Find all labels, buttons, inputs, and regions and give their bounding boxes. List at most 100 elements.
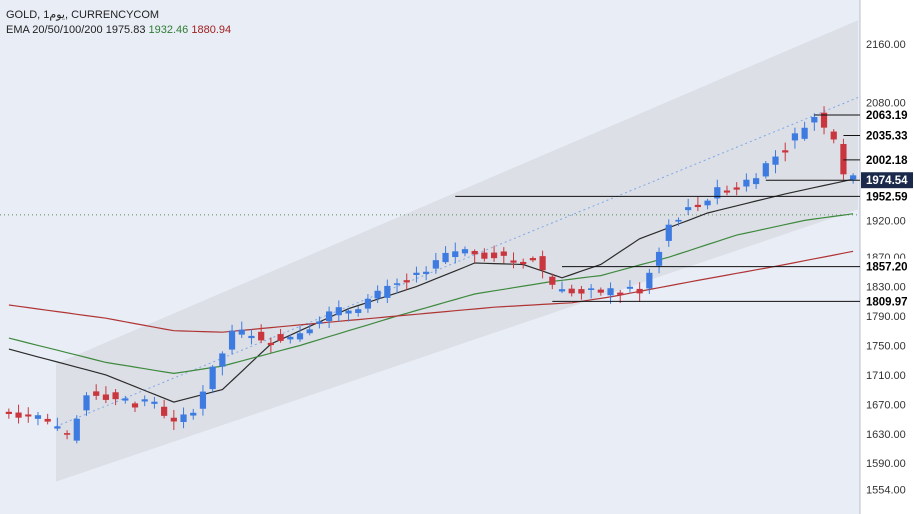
candle (811, 113, 818, 131)
level-price-box: 1809.97 (861, 293, 913, 310)
candle-body (539, 256, 546, 271)
candles (5, 106, 857, 444)
price-box-bg (861, 258, 913, 275)
price-box-label: 1952.59 (866, 191, 908, 203)
candle (461, 246, 469, 257)
candle (500, 247, 507, 264)
candle (63, 430, 71, 440)
candle-body (840, 143, 847, 175)
ema-line-0 (8, 178, 854, 403)
level-price-box: 2035.33 (861, 127, 913, 144)
price-box-bg (861, 188, 913, 205)
candle-body (811, 117, 818, 123)
candle (102, 386, 110, 404)
level-lines (455, 114, 860, 302)
candle (820, 106, 828, 135)
candle (112, 389, 119, 406)
candle-body (228, 330, 236, 350)
candle (316, 316, 323, 329)
candle-body (248, 335, 255, 339)
candle (209, 365, 216, 394)
price-box-bg (861, 172, 913, 189)
candle-body (141, 399, 148, 402)
candle-body (267, 342, 274, 346)
candle-body (733, 187, 740, 190)
candle-body (209, 366, 216, 390)
candle (578, 285, 585, 300)
candle (452, 242, 459, 264)
candle-body (500, 251, 507, 256)
price-axis[interactable] (860, 0, 914, 514)
candle (161, 399, 168, 419)
candle (141, 395, 148, 407)
candle-body (180, 414, 187, 423)
candle-body (578, 289, 585, 294)
candle (626, 280, 634, 293)
candle (180, 407, 187, 429)
candle-body (102, 394, 110, 400)
candle-body (471, 250, 478, 255)
candle (219, 351, 226, 376)
candle (481, 248, 488, 262)
candle (840, 138, 847, 180)
level-price-box: 1857.20 (861, 258, 913, 275)
level-price-box: 1974.54 (861, 172, 913, 189)
candle-body (258, 331, 265, 341)
candle (44, 413, 51, 425)
candle (306, 323, 313, 336)
ema-lines (8, 178, 854, 403)
candle-body (675, 219, 682, 222)
candle-body (850, 175, 857, 180)
price-box-label: 2035.33 (866, 130, 908, 142)
price-tick-label: 1670.00 (866, 399, 906, 411)
candle (850, 173, 857, 184)
ema-line-1 (8, 213, 854, 375)
chart-legend: GOLD, 1يوم, CURRENCYCOM EMA 20/50/100/20… (6, 8, 231, 38)
candle-body (44, 418, 51, 422)
level-price-box: 2002.18 (861, 151, 913, 168)
price-box-label: 1974.54 (866, 175, 908, 187)
candle-body (588, 288, 595, 290)
candle-body (63, 433, 71, 435)
candle (529, 256, 537, 263)
candle-body (752, 178, 760, 185)
candle (248, 329, 255, 345)
candle (296, 325, 304, 342)
candle-body (723, 190, 731, 193)
candle-body (772, 156, 779, 165)
candle (743, 173, 750, 192)
candle-body (782, 150, 789, 153)
candle-body (655, 251, 663, 266)
candle-body (423, 271, 430, 274)
candle (568, 284, 575, 297)
ema50-value: 1932.46 (148, 24, 189, 36)
candle (423, 266, 430, 281)
candle-body (714, 187, 721, 199)
candle-body (170, 417, 177, 422)
candle-body (131, 403, 139, 408)
candle-body (364, 298, 372, 309)
candle (597, 287, 604, 296)
candle-body (490, 252, 498, 259)
candle-body (93, 391, 100, 396)
candle (723, 185, 731, 196)
candle-body (54, 426, 61, 429)
candle-body (15, 412, 22, 418)
candle (714, 179, 721, 205)
candle-body (568, 288, 575, 294)
candle-body (151, 401, 158, 404)
candle (238, 321, 245, 339)
candle (432, 252, 439, 274)
candle (345, 308, 352, 322)
candle (73, 415, 80, 444)
candle (801, 121, 808, 141)
price-box-bg (861, 151, 913, 168)
candle (258, 324, 265, 344)
candle-body (5, 411, 12, 415)
price-tick-label: 1920.00 (866, 215, 906, 227)
candle (15, 404, 22, 424)
candle-body (306, 329, 313, 334)
candle (471, 249, 478, 263)
candle (694, 196, 701, 212)
